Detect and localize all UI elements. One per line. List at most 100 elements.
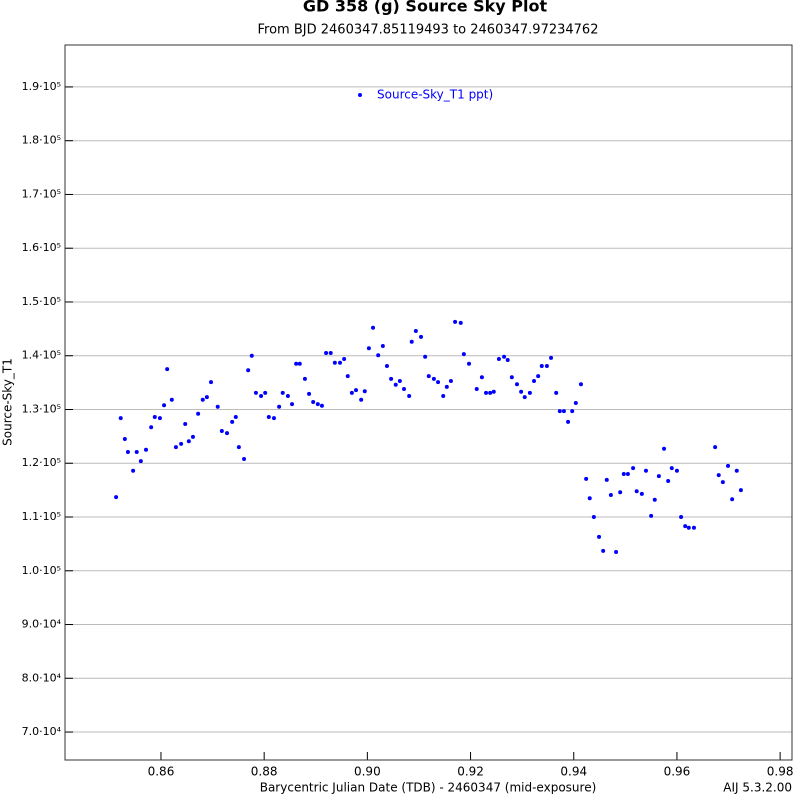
y-tick-label: 1.5·10⁵ — [22, 295, 61, 308]
point — [359, 397, 364, 402]
point — [324, 351, 329, 356]
point — [397, 378, 402, 383]
point — [491, 389, 496, 394]
footer: AIJ 5.3.2.00 — [723, 781, 792, 795]
point — [125, 449, 130, 454]
plot-frame — [64, 44, 793, 761]
point — [436, 380, 441, 385]
point — [249, 353, 254, 358]
y-axis-label: Source-Sky_T1 — [1, 358, 15, 446]
point — [173, 445, 178, 450]
point — [328, 351, 333, 356]
point — [345, 374, 350, 379]
point — [502, 354, 507, 359]
point — [738, 488, 743, 493]
point — [652, 497, 657, 502]
x-tick-label: 0.98 — [767, 765, 794, 779]
point — [484, 390, 489, 395]
point — [536, 374, 541, 379]
point — [639, 491, 644, 496]
legend-marker — [358, 93, 362, 97]
point — [297, 361, 302, 366]
point — [162, 403, 167, 408]
point — [591, 515, 596, 520]
point — [165, 367, 170, 372]
point — [246, 368, 251, 373]
point — [514, 382, 519, 387]
point — [183, 422, 188, 427]
point — [179, 441, 184, 446]
y-tick-label: 9.0·10⁴ — [22, 618, 62, 631]
point — [302, 376, 307, 381]
point — [349, 390, 354, 395]
point — [519, 389, 524, 394]
x-tick-label: 0.96 — [664, 765, 691, 779]
point — [716, 473, 721, 478]
point — [601, 548, 606, 553]
point — [649, 513, 654, 518]
x-tick-label: 0.88 — [251, 765, 278, 779]
point — [496, 356, 501, 361]
point — [122, 437, 127, 442]
point — [186, 439, 191, 444]
point — [570, 409, 575, 414]
point — [413, 329, 418, 333]
point — [444, 384, 449, 389]
point — [259, 394, 264, 399]
point — [215, 404, 220, 409]
point — [621, 472, 626, 476]
point — [578, 382, 583, 387]
point — [409, 339, 414, 344]
point — [285, 394, 290, 399]
point — [280, 390, 285, 395]
point — [453, 319, 458, 324]
point — [441, 394, 446, 399]
point — [431, 376, 436, 381]
point — [204, 395, 209, 400]
point — [573, 401, 578, 406]
point — [419, 334, 424, 339]
point — [371, 325, 376, 330]
point — [407, 394, 412, 399]
point — [656, 474, 661, 479]
point — [393, 382, 398, 387]
point — [505, 358, 510, 363]
point — [458, 320, 463, 325]
x-axis-label: Barycentric Julian Date (TDB) - 2460347 … — [260, 781, 597, 795]
point — [277, 404, 282, 409]
point — [566, 419, 571, 424]
chart-subtitle: From BJD 2460347.85119493 to 2460347.972… — [258, 23, 599, 38]
y-tick-label: 1.0·10⁵ — [22, 564, 61, 577]
point — [527, 390, 532, 395]
point — [608, 492, 613, 497]
point — [200, 397, 205, 402]
y-tick-label: 8.0·10⁴ — [22, 671, 62, 684]
point — [532, 378, 537, 383]
point — [625, 472, 630, 476]
point — [679, 515, 684, 520]
point — [604, 477, 609, 482]
point — [713, 445, 718, 450]
point — [131, 468, 136, 473]
point — [366, 346, 371, 351]
point — [618, 490, 623, 495]
point — [561, 409, 566, 414]
y-tick-label: 1.6·10⁵ — [22, 241, 61, 254]
point — [157, 416, 162, 421]
point — [597, 534, 602, 539]
point — [138, 459, 143, 464]
point — [509, 375, 514, 380]
point — [236, 445, 241, 450]
x-tick-label: 0.94 — [560, 765, 587, 779]
point — [549, 355, 554, 360]
y-tick-label: 1.9·10⁵ — [22, 80, 61, 93]
point — [311, 399, 316, 404]
point — [384, 363, 389, 368]
point — [118, 416, 123, 421]
point — [271, 416, 276, 421]
chart-title: GD 358 (g) Source Sky Plot — [303, 0, 548, 16]
point — [474, 387, 479, 392]
point — [522, 395, 527, 400]
point — [726, 463, 731, 468]
